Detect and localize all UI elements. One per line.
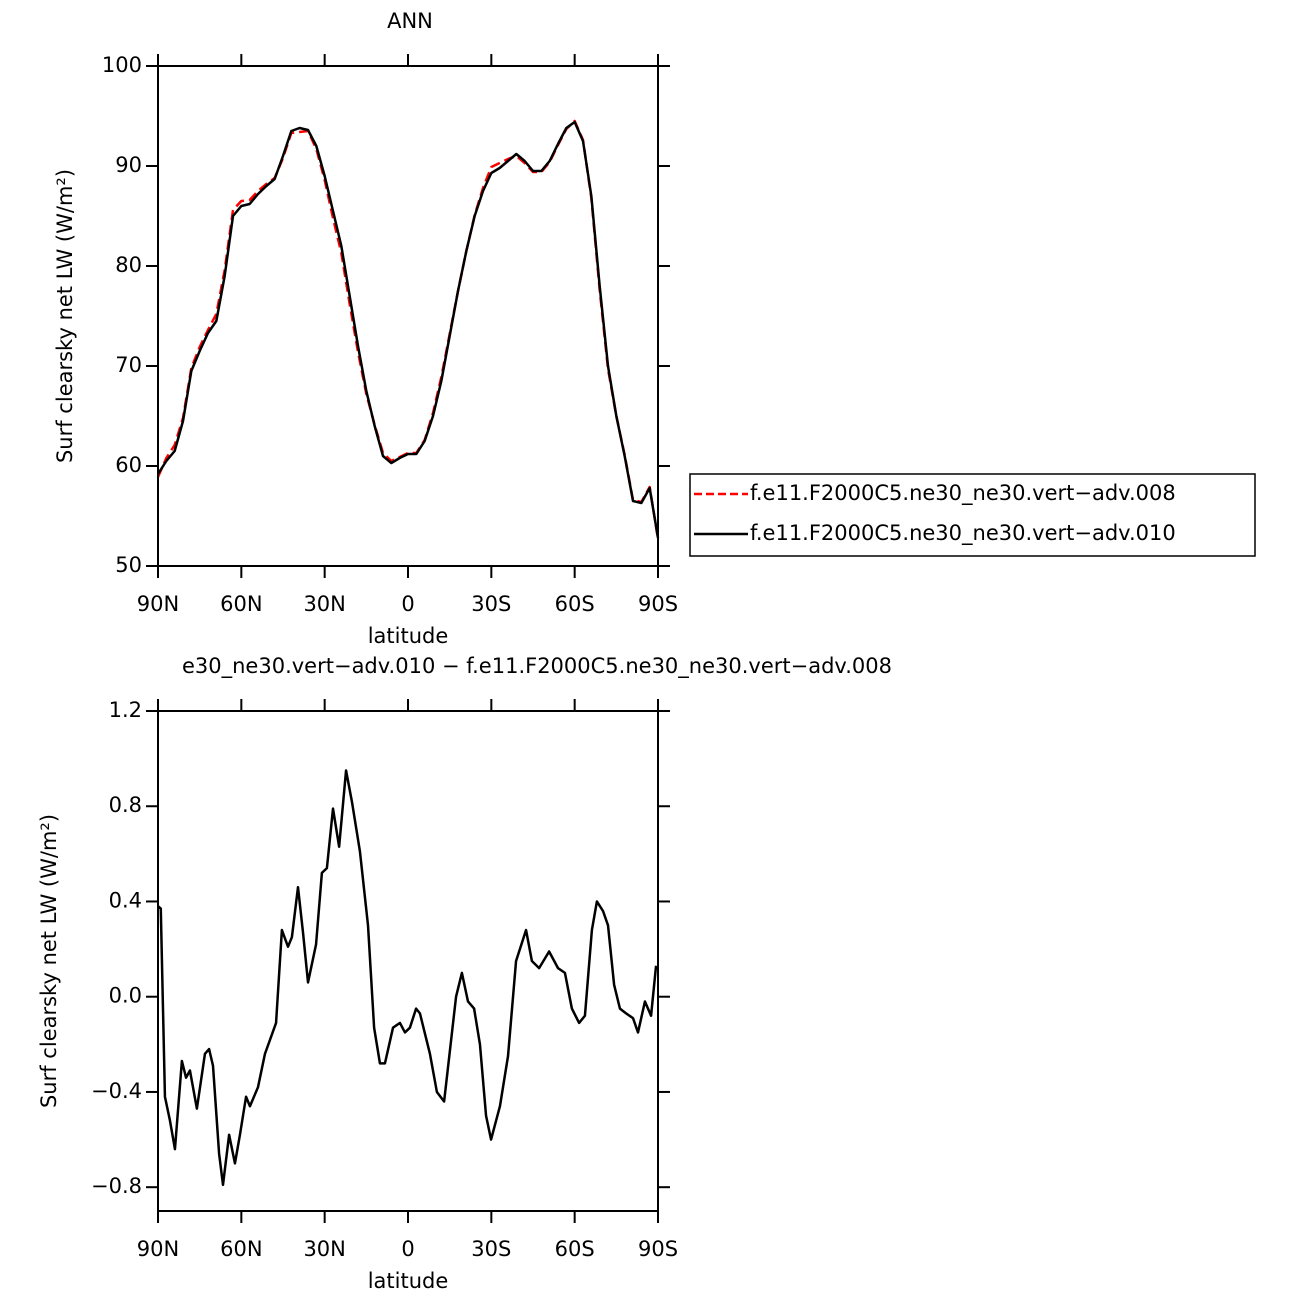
chart-title: ANN: [387, 9, 433, 33]
x-tick-label: 60N: [220, 592, 262, 616]
y-tick-label: 90: [115, 153, 142, 177]
x-tick-label: 90N: [137, 592, 179, 616]
data-line: [156, 120, 660, 539]
x-axis-label: latitude: [368, 1269, 449, 1293]
legend-label: f.e11.F2000C5.ne30_ne30.vert−adv.010: [750, 521, 1176, 546]
x-tick-label: 30S: [471, 592, 511, 616]
legend-label: f.e11.F2000C5.ne30_ne30.vert−adv.008: [750, 481, 1176, 506]
x-tick-label: 90S: [638, 1237, 678, 1261]
y-axis-label: Surf clearsky net LW (W/m²): [53, 169, 77, 463]
y-tick-label: −0.4: [91, 1079, 142, 1103]
y-tick-label: 0.0: [109, 984, 142, 1008]
y-tick-label: 70: [115, 353, 142, 377]
plot-frame: [157, 710, 659, 1212]
y-tick-label: 0.4: [109, 888, 142, 912]
x-tick-label: 0: [401, 592, 414, 616]
y-axis-label: Surf clearsky net LW (W/m²): [37, 814, 61, 1108]
x-tick-label: 60S: [555, 592, 595, 616]
x-axis-label: latitude: [368, 624, 449, 648]
y-tick-label: 0.8: [109, 793, 142, 817]
x-tick-label: 60N: [220, 1237, 262, 1261]
y-tick-label: 80: [115, 253, 142, 277]
data-line: [156, 119, 660, 540]
x-tick-label: 0: [401, 1237, 414, 1261]
x-tick-label: 30N: [303, 592, 345, 616]
data-line: [157, 769, 658, 1187]
y-tick-label: 50: [115, 553, 142, 577]
x-tick-label: 60S: [555, 1237, 595, 1261]
x-tick-label: 30N: [303, 1237, 345, 1261]
x-tick-label: 30S: [471, 1237, 511, 1261]
chart-title: e30_ne30.vert−adv.010 − f.e11.F2000C5.ne…: [182, 654, 892, 679]
x-tick-label: 90S: [638, 592, 678, 616]
y-tick-label: 100: [102, 53, 142, 77]
x-tick-label: 90N: [137, 1237, 179, 1261]
plot-frame: [157, 65, 659, 567]
y-tick-label: 60: [115, 453, 142, 477]
y-tick-label: 1.2: [109, 698, 142, 722]
y-tick-label: −0.8: [91, 1174, 142, 1198]
legend-box: [689, 473, 1256, 557]
